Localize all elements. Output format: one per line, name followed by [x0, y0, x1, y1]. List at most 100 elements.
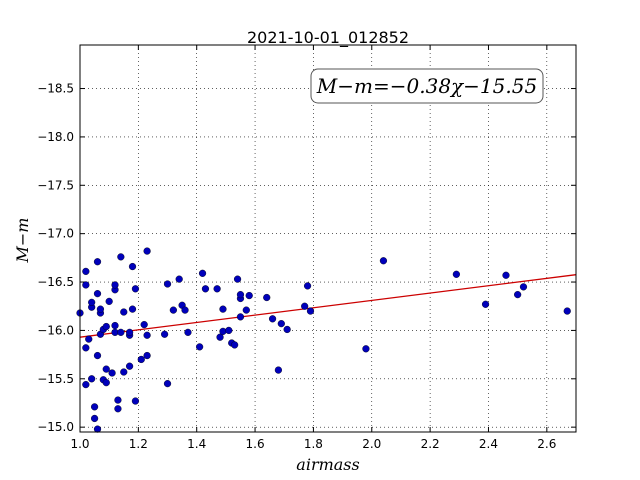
data-point — [245, 291, 253, 300]
data-point — [161, 330, 169, 338]
data-point — [263, 293, 271, 302]
data-point — [143, 247, 151, 255]
x-tick-label: 1.4 — [187, 437, 206, 451]
data-point — [519, 283, 528, 291]
y-tick-label: −16.5 — [37, 275, 74, 289]
data-point — [196, 343, 204, 351]
data-point — [379, 257, 388, 265]
data-point — [242, 306, 250, 314]
fit-equation: M−m=−0.38χ−15.55 — [316, 74, 537, 98]
data-point — [102, 365, 110, 373]
data-point — [93, 425, 102, 433]
data-point — [128, 262, 137, 271]
data-point — [111, 321, 119, 330]
y-tick-label: −15.5 — [37, 372, 74, 386]
data-point — [126, 362, 134, 370]
data-point — [114, 405, 122, 413]
data-point — [175, 275, 183, 283]
data-point — [105, 297, 113, 305]
data-point — [201, 285, 210, 293]
data-point — [120, 308, 128, 316]
data-point — [198, 269, 207, 277]
x-tick-label: 2.0 — [362, 437, 381, 451]
y-tick-label: −17.0 — [37, 227, 74, 241]
data-point — [117, 253, 125, 261]
data-point — [131, 285, 140, 293]
data-point — [93, 258, 102, 266]
data-point — [563, 307, 571, 315]
data-point — [88, 375, 96, 383]
fit-line-group — [79, 274, 577, 338]
data-point — [514, 291, 522, 299]
data-point — [90, 403, 99, 411]
data-point — [102, 322, 110, 331]
y-tick-label: −18.5 — [37, 82, 74, 96]
data-point — [213, 285, 221, 293]
x-tick-label: 1.6 — [246, 437, 265, 451]
data-points — [76, 247, 571, 433]
data-point — [184, 328, 192, 336]
data-point — [268, 315, 277, 323]
data-point — [108, 369, 116, 377]
data-point — [88, 298, 96, 306]
data-point — [90, 414, 99, 423]
x-tick-label: 2.2 — [421, 437, 440, 451]
data-point — [82, 380, 90, 389]
data-point — [233, 275, 242, 283]
data-point — [301, 302, 309, 310]
data-point — [219, 305, 227, 313]
y-tick-label: −16.0 — [37, 323, 74, 337]
x-axis-ticks: 1.0 1.2 1.4 1.6 1.8 2.0 2.2 2.4 2.6 — [70, 45, 556, 451]
annotation-border — [310, 68, 544, 104]
data-point — [452, 270, 460, 278]
data-point — [362, 345, 370, 353]
x-tick-label: 2.4 — [479, 437, 498, 451]
data-point — [102, 379, 110, 387]
data-point — [117, 328, 125, 336]
x-axis-label: airmass — [296, 455, 359, 474]
data-point — [231, 341, 239, 349]
data-point — [283, 325, 291, 334]
x-tick-label: 2.6 — [537, 437, 556, 451]
data-point — [137, 355, 145, 364]
data-point — [277, 320, 285, 328]
data-point — [114, 396, 122, 404]
data-point — [236, 291, 245, 299]
data-point — [181, 306, 189, 314]
chart-title: 2021-10-01_012852 — [247, 28, 409, 48]
y-tick-label: −15.0 — [37, 420, 74, 434]
x-tick-label: 1.0 — [70, 437, 89, 451]
data-point — [128, 305, 137, 313]
x-tick-label: 1.2 — [129, 437, 148, 451]
data-point — [82, 267, 90, 275]
data-point — [143, 331, 151, 339]
data-point — [93, 290, 102, 298]
data-point — [163, 380, 172, 388]
data-point — [274, 366, 283, 374]
x-tick-label: 1.8 — [304, 437, 323, 451]
data-point — [163, 280, 172, 288]
plot-frame — [79, 44, 577, 433]
data-point — [82, 281, 90, 289]
fit-line — [79, 274, 577, 338]
y-axis-label: M−m — [13, 218, 32, 264]
y-axis-ticks: −15.0 −15.5 −16.0 −16.5 −17.0 −17.5 −18.0 −18.5 — [37, 82, 576, 434]
y-tick-label: −18.0 — [37, 130, 74, 144]
data-point — [502, 271, 510, 279]
data-point — [143, 351, 151, 360]
data-point — [93, 351, 102, 360]
data-point — [303, 282, 312, 290]
data-point — [306, 307, 315, 315]
data-point — [126, 328, 134, 336]
data-point — [169, 306, 177, 314]
data-point — [131, 397, 140, 405]
data-point — [96, 305, 105, 313]
data-point — [120, 368, 128, 376]
data-point — [82, 344, 90, 352]
data-point — [481, 300, 490, 308]
data-point — [111, 281, 119, 289]
data-point — [140, 321, 148, 329]
y-tick-label: −17.5 — [37, 178, 74, 192]
data-point — [85, 335, 93, 343]
